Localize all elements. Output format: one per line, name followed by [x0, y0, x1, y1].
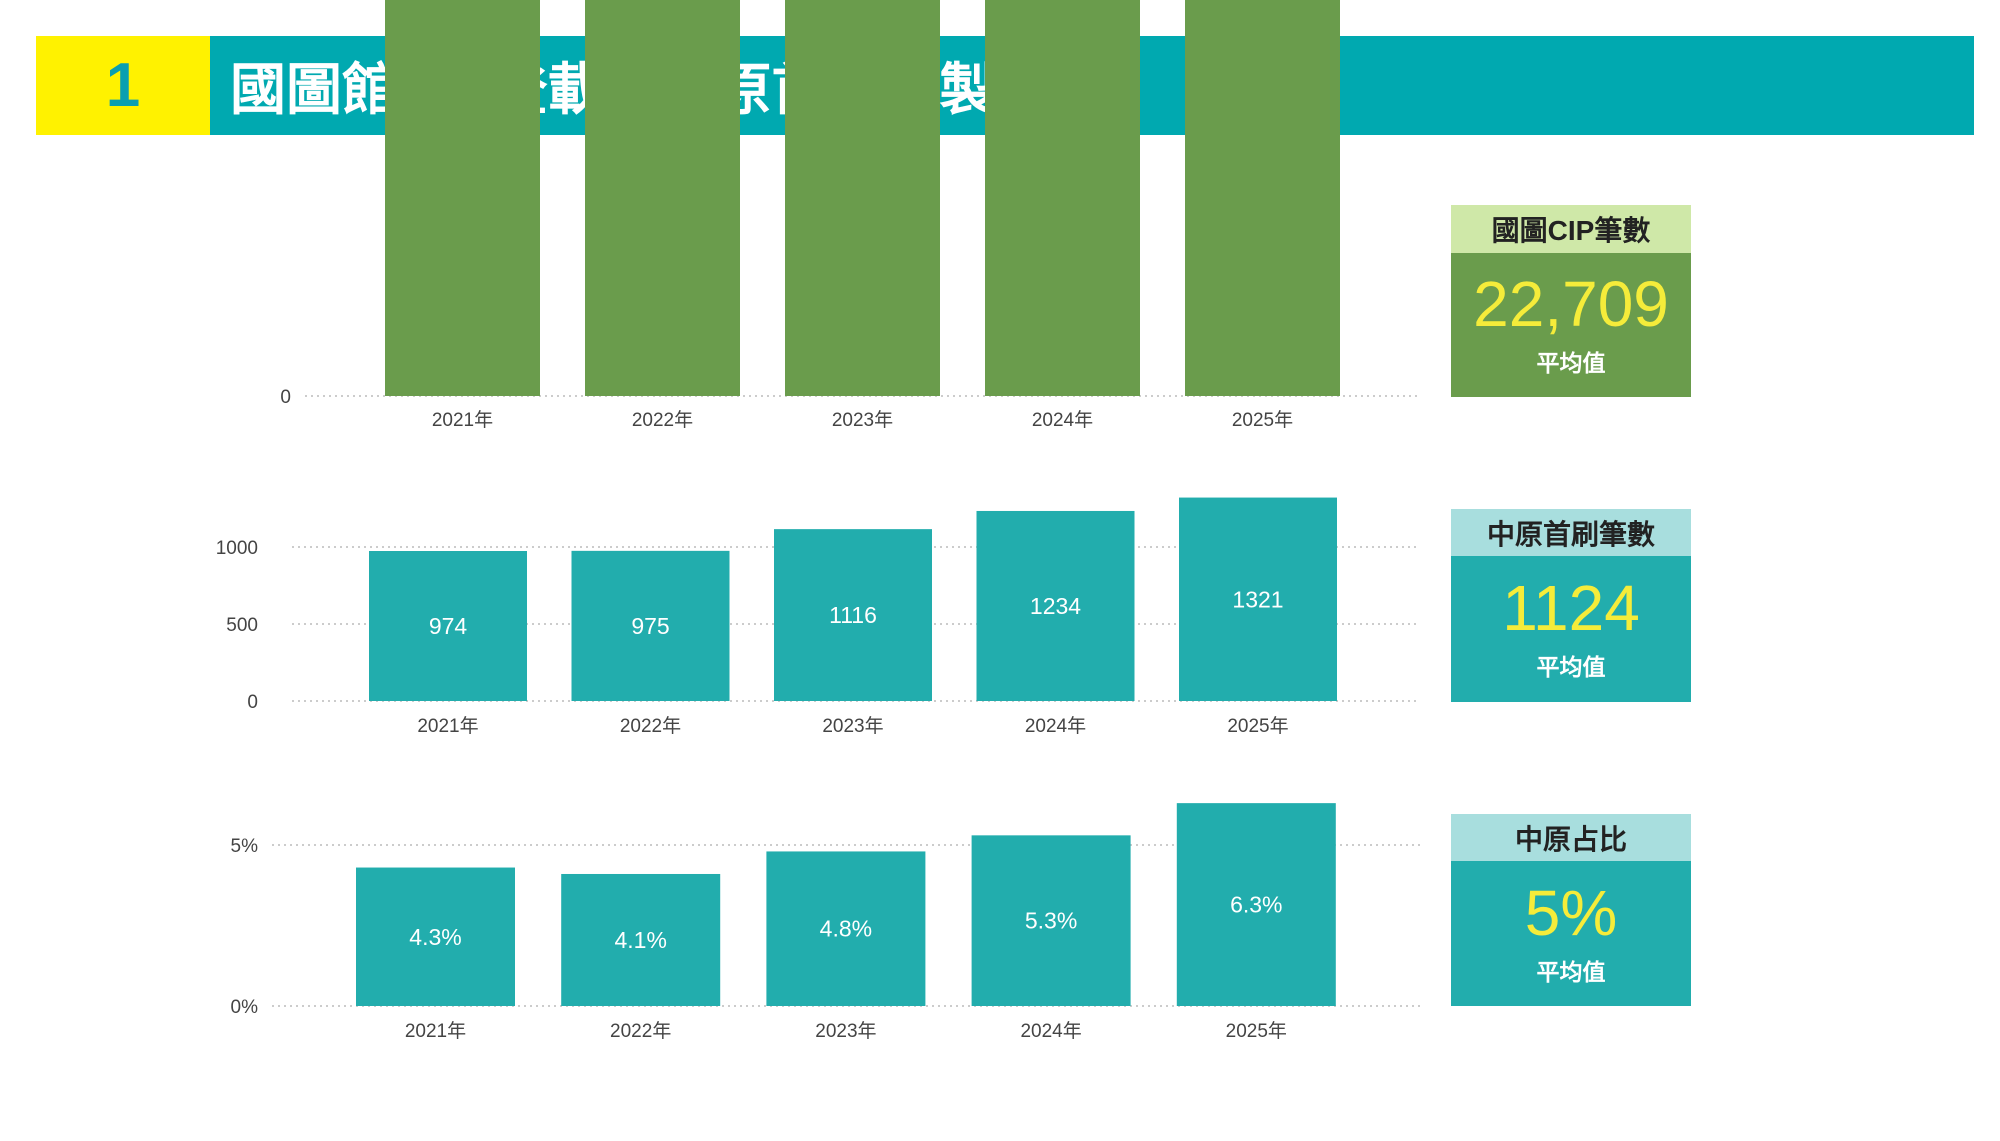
x-tick-label: 2023年: [832, 409, 893, 431]
x-tick-label: 2023年: [815, 1020, 876, 1042]
x-tick-label: 2025年: [1227, 715, 1288, 737]
summary-label: 中原占比: [1451, 814, 1691, 861]
x-tick-label: 2022年: [632, 409, 693, 431]
data-label: 4.1%: [614, 927, 666, 953]
bar: [774, 529, 932, 701]
data-label: 1321: [1232, 586, 1283, 612]
bar: [385, 0, 540, 396]
summary-value: 5%: [1524, 876, 1618, 949]
x-tick-label: 2021年: [405, 1020, 466, 1042]
x-tick-label: 2023年: [822, 715, 883, 737]
bar: [985, 0, 1140, 396]
bar: [785, 0, 940, 396]
summary-sub: 平均值: [1536, 350, 1606, 376]
bar: [561, 873, 721, 1006]
data-label: 4.8%: [820, 916, 872, 942]
bar: [1176, 803, 1336, 1006]
x-tick-label: 2025年: [1232, 409, 1293, 431]
data-label: 4.3%: [409, 924, 461, 950]
y-tick-label: 500: [226, 615, 258, 636]
summary-label: 中原首刷筆數: [1451, 509, 1691, 556]
bar: [1179, 497, 1337, 701]
summary-value: 22,709: [1473, 268, 1669, 340]
data-label: 5.3%: [1025, 908, 1077, 934]
bar: [369, 551, 527, 701]
bar: [1185, 0, 1340, 396]
summary-card-ratio: 中原占比 5% 平均值: [1451, 814, 1691, 1006]
x-tick-label: 2024年: [1032, 409, 1093, 431]
section-number: 1: [36, 36, 210, 135]
x-tick-label: 2024年: [1020, 1020, 1081, 1042]
summary-card-cip: 國圖CIP筆數 22,709 平均值: [1451, 205, 1691, 397]
y-tick-label: 1000: [216, 538, 258, 559]
data-label: 1234: [1030, 593, 1081, 619]
summary-label: 國圖CIP筆數: [1451, 205, 1691, 253]
summary-value: 1124: [1502, 572, 1640, 644]
y-tick-label: 5%: [231, 836, 259, 857]
bar: [976, 510, 1135, 701]
bar: [356, 867, 515, 1006]
y-tick-label: 0%: [231, 997, 259, 1018]
y-tick-label: 0: [280, 387, 291, 408]
bar: [571, 550, 730, 701]
data-label: 975: [631, 613, 669, 639]
data-label: 1116: [829, 602, 877, 628]
data-label: 6.3%: [1230, 892, 1282, 918]
x-tick-label: 2021年: [417, 715, 478, 737]
bar: [585, 0, 740, 396]
bar: [971, 835, 1131, 1006]
data-label: 974: [429, 613, 468, 639]
y-tick-label: 0: [247, 692, 258, 713]
x-tick-label: 2022年: [610, 1020, 671, 1042]
x-tick-label: 2022年: [620, 715, 681, 737]
x-tick-label: 2025年: [1226, 1020, 1287, 1042]
summary-sub: 平均值: [1536, 654, 1606, 680]
summary-card-first-print: 中原首刷筆數 1124 平均值: [1451, 509, 1691, 702]
x-tick-label: 2024年: [1025, 715, 1086, 737]
x-tick-label: 2021年: [432, 409, 493, 431]
summary-sub: 平均值: [1536, 958, 1606, 985]
bar: [766, 851, 926, 1006]
